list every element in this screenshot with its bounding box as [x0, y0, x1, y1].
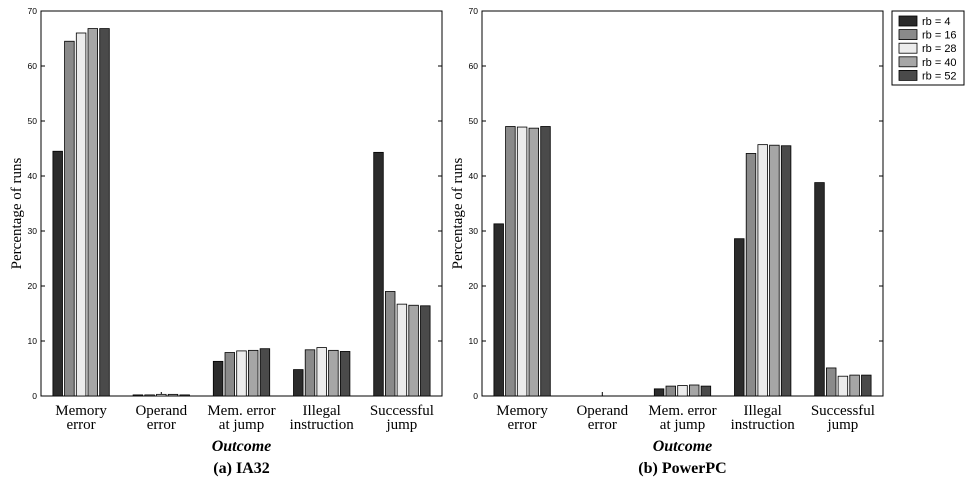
x-category-label: Illegal instruction: [731, 403, 796, 433]
bar: [665, 385, 677, 397]
bar: [653, 388, 665, 397]
legend-swatch: [898, 56, 918, 68]
bar: [259, 348, 271, 397]
y-tick-label: 0: [473, 391, 478, 401]
x-category-label: Operand error: [135, 403, 187, 433]
bar: [156, 393, 167, 397]
bar: [224, 352, 236, 397]
y-tick-label: 50: [28, 116, 38, 126]
bar: [528, 127, 540, 397]
legend-label: rb = 16: [922, 30, 957, 42]
x-axis-label: Outcome: [212, 438, 272, 455]
bar: [132, 394, 144, 397]
x-category-label: Mem. error at jump: [648, 403, 716, 433]
x-category-label: Mem. error at jump: [207, 403, 275, 433]
x-category-label: Successful jump: [370, 403, 434, 433]
y-axis-label: Percentage of runs: [9, 158, 25, 270]
legend-label: rb = 28: [922, 43, 957, 55]
y-tick-label: 20: [28, 281, 38, 291]
legend-label: rb = 40: [922, 57, 957, 69]
y-tick-label: 0: [32, 391, 37, 401]
bar: [293, 369, 304, 397]
bar: [167, 393, 179, 397]
bar: [837, 375, 849, 397]
legend-label: rb = 52: [922, 70, 957, 82]
bar: [734, 238, 745, 397]
legend-swatch: [898, 15, 918, 27]
bar: [179, 394, 190, 397]
bar: [396, 303, 408, 397]
x-category-label: Operand error: [576, 403, 628, 433]
bar: [493, 223, 504, 397]
bar: [373, 151, 384, 397]
chart-panel-2: 0 10 20 30 40 50 60 70 Percentage of runs Memory e…: [450, 6, 884, 477]
bar: [420, 305, 431, 397]
bar: [87, 28, 99, 397]
bar: [745, 153, 757, 397]
bar: [689, 384, 700, 397]
bar: [826, 367, 837, 397]
chart-panel-1: 0 10 20 30 40 50 60 70 Percentage of runs Memory e…: [9, 6, 443, 477]
y-tick-label: 10: [28, 336, 38, 346]
x-category-label: Memory error: [496, 403, 548, 433]
x-axis-label: Outcome: [653, 438, 713, 455]
bar: [408, 304, 419, 397]
bar: [75, 32, 87, 397]
bar: [212, 360, 224, 397]
y-tick-label: 20: [469, 281, 479, 291]
bar: [516, 126, 528, 397]
bar: [304, 349, 316, 397]
bar: [849, 374, 860, 397]
y-tick-label: 70: [469, 6, 479, 16]
bar: [505, 126, 516, 397]
bar: [700, 385, 712, 397]
bar: [814, 182, 825, 397]
legend-swatch: [898, 29, 918, 41]
legend-label: rb = 4: [922, 16, 950, 28]
bar: [339, 351, 351, 397]
bar: [757, 144, 768, 397]
bar: [64, 40, 75, 397]
y-tick-label: 30: [469, 226, 479, 236]
x-category-label: Successful jump: [811, 403, 875, 433]
bar: [861, 374, 872, 397]
bar: [99, 28, 110, 397]
panel-caption: (b) PowerPC: [638, 460, 726, 477]
bar: [328, 349, 339, 397]
bar: [769, 144, 780, 397]
y-tick-label: 40: [469, 171, 479, 181]
bar: [236, 350, 247, 397]
y-tick-label: 50: [469, 116, 479, 126]
y-tick-label: 30: [28, 226, 38, 236]
panel-caption: (a) IA32: [213, 460, 269, 477]
x-category-label: Memory error: [55, 403, 107, 433]
y-tick-label: 60: [469, 61, 479, 71]
y-axis-label: Percentage of runs: [450, 158, 466, 270]
y-tick-label: 60: [28, 61, 38, 71]
bar: [52, 150, 63, 397]
bar: [677, 385, 688, 397]
bar: [144, 394, 155, 397]
legend-swatch: [898, 70, 918, 81]
legend-swatch: [898, 42, 918, 54]
x-category-label: Illegal instruction: [290, 403, 355, 433]
y-tick-label: 70: [28, 6, 38, 16]
y-tick-label: 10: [469, 336, 479, 346]
bar: [384, 291, 396, 397]
bar: [316, 347, 327, 397]
bar: [780, 145, 792, 397]
y-tick-label: 40: [28, 171, 38, 181]
bar: [540, 126, 551, 397]
bar: [247, 349, 259, 397]
